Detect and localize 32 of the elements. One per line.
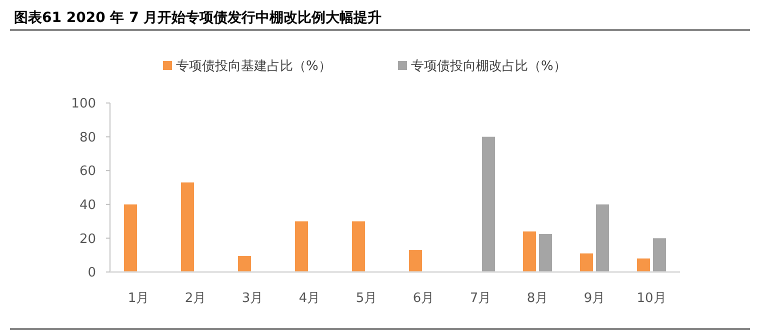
bar xyxy=(653,238,666,272)
x-tick-label: 3月 xyxy=(242,291,264,306)
bar xyxy=(124,204,137,272)
x-tick-label: 1月 xyxy=(128,291,150,306)
x-tick-label: 2月 xyxy=(184,291,206,306)
y-tick-label: 40 xyxy=(79,198,96,213)
x-tick-label: 10月 xyxy=(636,291,666,306)
bar xyxy=(539,234,552,272)
y-tick-label: 100 xyxy=(71,96,96,112)
x-tick-label: 7月 xyxy=(470,291,492,306)
bar xyxy=(580,253,593,272)
y-tick-label: 60 xyxy=(79,164,96,180)
y-tick-label: 20 xyxy=(79,232,96,247)
x-tick-label: 4月 xyxy=(298,291,320,306)
bar xyxy=(482,136,495,272)
bar xyxy=(352,221,365,272)
bar xyxy=(295,221,308,272)
legend-label: 专项债投向棚改占比（%） xyxy=(411,59,566,74)
y-tick-label: 80 xyxy=(79,130,96,146)
bar xyxy=(181,182,194,272)
bar xyxy=(523,231,536,272)
bar xyxy=(596,204,609,272)
legend-label: 专项债投向基建占比（%） xyxy=(176,59,332,74)
bar xyxy=(238,256,251,272)
x-tick-label: 5月 xyxy=(356,291,378,306)
x-tick-label: 6月 xyxy=(412,291,434,306)
y-tick-label: 0 xyxy=(88,266,96,281)
bar xyxy=(409,250,422,272)
x-tick-label: 9月 xyxy=(584,291,606,306)
x-tick-label: 8月 xyxy=(526,291,548,306)
bar xyxy=(637,258,650,272)
chart-title: 图表61 2020 年 7 月开始专项债发行中棚改比例大幅提升 xyxy=(14,9,382,26)
